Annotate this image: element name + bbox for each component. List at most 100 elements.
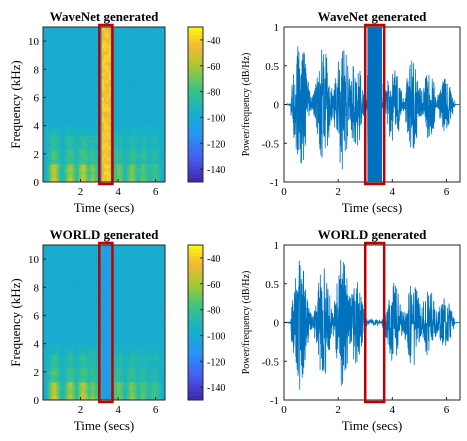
heat-cell bbox=[54, 41, 57, 46]
heat-cell bbox=[54, 30, 57, 35]
heat-cell bbox=[155, 315, 159, 320]
heat-cell bbox=[106, 389, 109, 394]
heat-cell bbox=[58, 315, 62, 320]
heat-cell bbox=[108, 315, 112, 320]
heat-cell bbox=[113, 72, 116, 77]
heat-cell bbox=[94, 58, 98, 63]
heat-cell bbox=[133, 30, 137, 35]
heat-cell bbox=[94, 297, 98, 302]
heat-cell bbox=[90, 93, 94, 98]
heat-cell bbox=[56, 396, 60, 401]
waveform-noise-burst bbox=[367, 27, 383, 182]
heat-cell bbox=[153, 304, 157, 309]
heat-cell bbox=[119, 311, 123, 316]
heat-cell bbox=[140, 322, 143, 327]
heat-cell bbox=[43, 301, 46, 306]
heat-cell bbox=[144, 97, 148, 102]
heat-cell bbox=[137, 266, 141, 271]
heat-cell bbox=[162, 364, 166, 369]
heat-cell bbox=[74, 132, 78, 137]
heat-cell bbox=[113, 118, 116, 123]
heat-cell bbox=[92, 122, 96, 127]
heat-cell bbox=[90, 160, 94, 165]
heat-cell bbox=[128, 262, 132, 267]
heat-cell bbox=[144, 100, 148, 105]
heat-cell bbox=[124, 143, 127, 148]
heat-cell bbox=[47, 245, 51, 249]
heat-cell bbox=[63, 371, 66, 376]
heat-cell bbox=[88, 333, 91, 337]
heat-cell bbox=[162, 308, 166, 313]
heat-cell bbox=[108, 318, 112, 323]
heat-cell bbox=[122, 336, 125, 341]
heat-cell bbox=[142, 41, 146, 46]
heat-cell bbox=[104, 164, 107, 169]
heat-cell bbox=[106, 65, 109, 70]
heat-cell bbox=[76, 392, 80, 397]
heat-cell bbox=[70, 266, 73, 271]
heat-cell bbox=[104, 115, 107, 119]
heat-cell bbox=[137, 333, 141, 337]
heat-cell bbox=[122, 83, 125, 88]
heat-cell bbox=[72, 55, 76, 60]
heat-cell bbox=[149, 69, 152, 74]
heat-cell bbox=[65, 69, 69, 74]
heat-cell bbox=[67, 333, 71, 337]
heat-cell bbox=[47, 111, 51, 116]
heat-cell bbox=[52, 93, 55, 98]
heat-cell bbox=[108, 255, 112, 260]
heat-cell bbox=[63, 108, 66, 112]
heat-cell bbox=[104, 125, 107, 130]
heat-cell bbox=[133, 37, 137, 42]
heat-cell bbox=[92, 350, 96, 355]
heat-cell bbox=[160, 97, 164, 102]
heat-cell bbox=[85, 100, 89, 105]
heat-cell bbox=[63, 364, 66, 369]
heat-cell bbox=[160, 322, 164, 327]
heat-cell bbox=[70, 245, 73, 249]
heat-cell bbox=[83, 364, 87, 369]
heat-cell bbox=[45, 368, 48, 373]
heat-cell bbox=[153, 34, 157, 38]
heat-cell bbox=[142, 333, 146, 337]
heat-cell bbox=[99, 69, 103, 74]
heat-cell bbox=[58, 322, 62, 327]
heat-cell bbox=[63, 69, 66, 74]
heat-cell bbox=[133, 287, 137, 292]
heat-cell bbox=[56, 178, 60, 183]
heat-cell bbox=[81, 266, 85, 271]
heat-cell bbox=[56, 315, 60, 320]
heat-cell bbox=[137, 368, 141, 373]
heat-cell bbox=[58, 51, 62, 56]
heat-cell bbox=[92, 385, 96, 390]
heat-cell bbox=[104, 248, 107, 253]
heat-cell bbox=[158, 333, 161, 337]
heat-cell bbox=[115, 340, 118, 345]
heat-cell bbox=[79, 276, 82, 281]
heat-cell bbox=[76, 164, 80, 169]
heat-cell bbox=[74, 266, 78, 271]
heat-cell bbox=[135, 118, 139, 123]
heat-cell bbox=[113, 76, 116, 81]
heat-cell bbox=[126, 90, 130, 95]
heat-cell bbox=[133, 368, 137, 373]
heat-cell bbox=[79, 252, 82, 256]
heat-cell bbox=[146, 364, 150, 369]
heat-cell bbox=[56, 368, 60, 373]
heat-cell bbox=[113, 347, 116, 352]
heat-cell bbox=[72, 326, 76, 330]
heat-cell bbox=[160, 385, 164, 390]
heat-cell bbox=[106, 41, 109, 46]
heat-cell bbox=[67, 354, 71, 359]
heat-cell bbox=[153, 269, 157, 274]
heat-cell bbox=[122, 111, 125, 116]
heat-cell bbox=[47, 343, 51, 348]
heat-cell bbox=[144, 294, 148, 299]
heat-cell bbox=[94, 245, 98, 249]
heat-cell bbox=[72, 361, 76, 366]
heat-cell bbox=[142, 58, 146, 63]
heat-cell bbox=[72, 262, 76, 267]
heat-cell bbox=[128, 322, 132, 327]
heat-cell bbox=[135, 76, 139, 81]
heat-cell bbox=[63, 167, 66, 172]
